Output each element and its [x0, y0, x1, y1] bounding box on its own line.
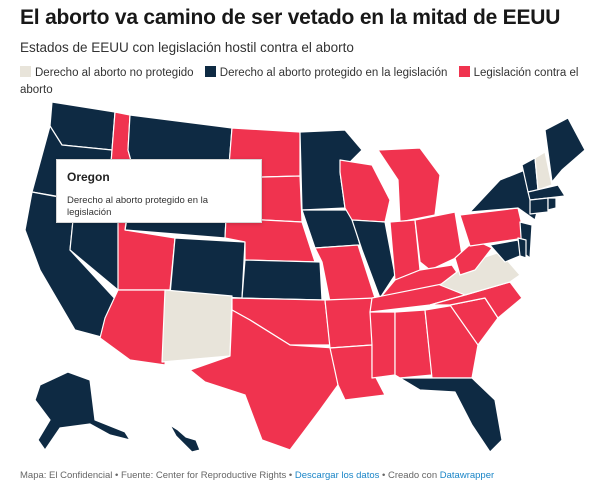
tooltip-state-name: Oregon [67, 170, 110, 184]
legend-item-not-protected[interactable]: Derecho al aborto no protegido [20, 66, 197, 79]
legend-label-protected: Derecho al aborto protegido en la legisl… [219, 67, 448, 79]
legend-swatch-protected [204, 66, 216, 77]
state-ohio[interactable] [414, 211, 463, 271]
state-alaska[interactable] [34, 371, 131, 451]
footer: Mapa: El Confidencial • Fuente: Center f… [20, 470, 494, 481]
footer-created: • Creado con [382, 470, 438, 481]
tooltip-status: Derecho al aborto protegido en la legisl… [67, 195, 209, 218]
state-illinois[interactable] [351, 219, 396, 299]
legend-swatch-hostile [458, 66, 470, 77]
state-hawaii[interactable] [169, 424, 201, 453]
state-kansas[interactable] [241, 259, 323, 301]
state-colorado[interactable] [169, 237, 246, 299]
footer-source: Mapa: El Confidencial • Fuente: Center f… [20, 470, 293, 481]
state-new-hampshire[interactable] [534, 151, 553, 191]
state-maine[interactable] [544, 117, 586, 183]
state-wisconsin[interactable] [339, 159, 391, 223]
us-states-map [24, 101, 586, 453]
chart-subtitle: Estados de EEUU con legislación hostil c… [20, 40, 354, 55]
state-michigan[interactable] [377, 147, 441, 223]
state-florida[interactable] [399, 377, 503, 453]
state-new-mexico[interactable] [161, 289, 233, 363]
legend-item-hostile[interactable]: Legislación contra el aborto [20, 66, 579, 96]
state-tooltip: Oregon Derecho al aborto protegido en la… [56, 159, 262, 223]
download-data-link[interactable]: Descargar los datos [294, 470, 380, 481]
state-mississippi[interactable] [369, 311, 396, 379]
state-connecticut[interactable] [529, 197, 549, 215]
state-rhode-island[interactable] [547, 197, 557, 211]
legend-item-protected[interactable]: Derecho al aborto protegido en la legisl… [204, 66, 451, 79]
state-alabama[interactable] [394, 309, 433, 379]
legend-label-hostile: Legislación contra el aborto [20, 67, 579, 96]
state-delaware[interactable] [517, 237, 527, 259]
legend-swatch-not-protected [20, 66, 31, 77]
state-arkansas[interactable] [324, 297, 376, 349]
state-texas[interactable] [189, 309, 339, 451]
datawrapper-link[interactable]: Datawrapper [439, 470, 495, 481]
legend-label-not-protected: Derecho al aborto no protegido [35, 67, 194, 79]
legend: Derecho al aborto no protegido Derecho a… [20, 65, 580, 99]
chart-title: El aborto va camino de ser vetado en la … [20, 6, 561, 29]
state-massachusetts[interactable] [527, 184, 566, 201]
